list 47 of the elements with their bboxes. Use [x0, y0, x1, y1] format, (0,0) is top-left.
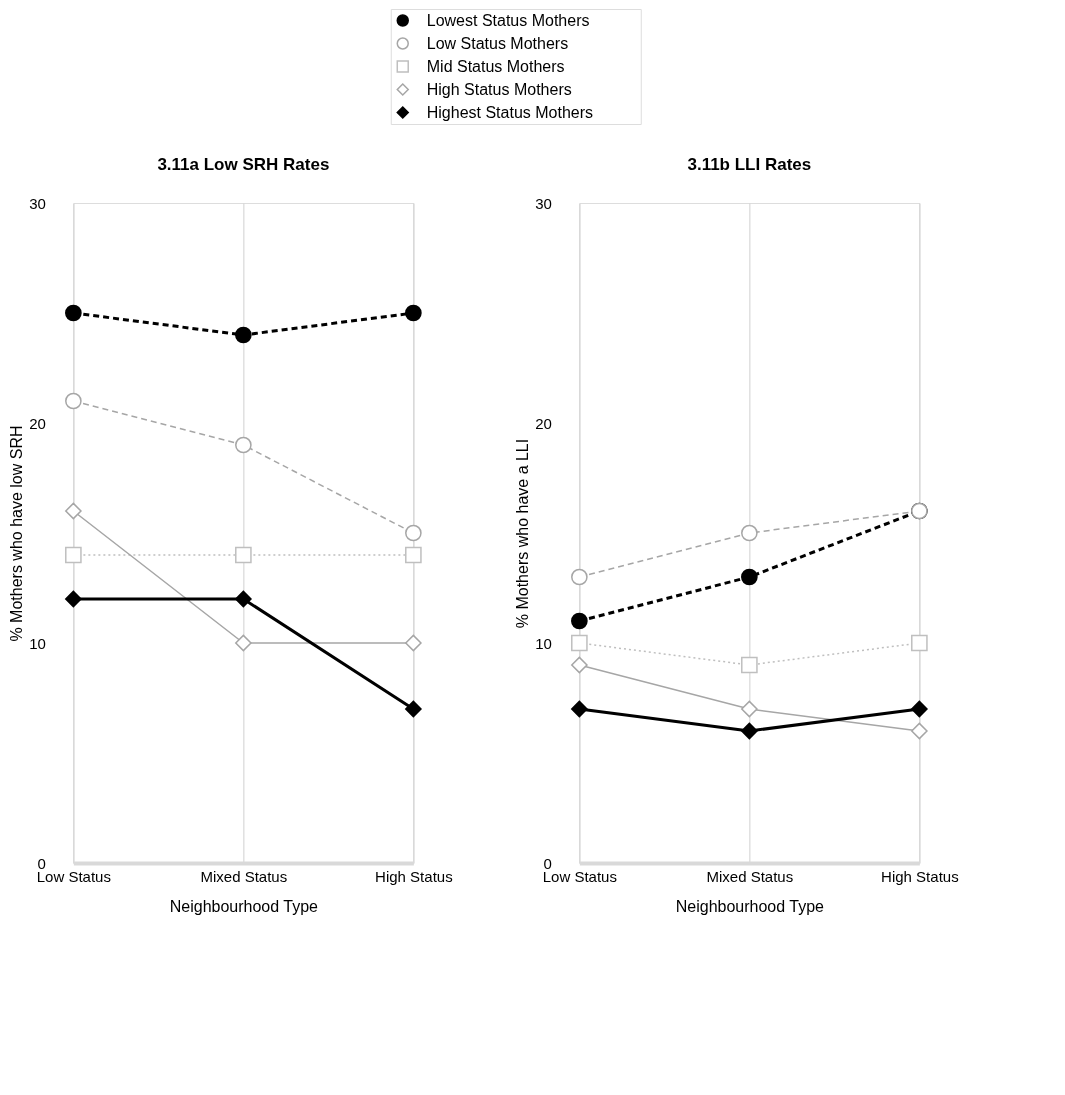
x-tick-label: Mixed Status: [706, 867, 794, 885]
y-tick-label: 0: [37, 854, 46, 872]
point: [571, 568, 588, 586]
point: [65, 546, 82, 564]
y-tick-label: 20: [29, 414, 46, 432]
point: [235, 634, 252, 652]
y-tick-label: 30: [535, 194, 552, 212]
point: [405, 700, 422, 718]
point: [911, 634, 928, 652]
point: [235, 326, 252, 344]
legend-label: High Status Mothers: [426, 80, 572, 98]
point: [405, 546, 422, 564]
point: [235, 590, 252, 608]
y-tick-label: 0: [543, 854, 552, 872]
point: [741, 524, 758, 542]
point: [235, 436, 252, 454]
x-tick-label: Mixed Status: [200, 867, 288, 885]
x-axis-title: Neighbourhood Type: [169, 897, 319, 915]
point: [571, 612, 588, 630]
point: [65, 304, 82, 322]
point: [741, 656, 758, 674]
x-tick-label: High Status: [881, 867, 959, 885]
y-axis-title: % Mothers who have a LLI: [514, 438, 532, 629]
point: [741, 700, 758, 718]
point: [741, 568, 758, 586]
point: [911, 700, 928, 718]
y-tick-label: 10: [535, 634, 552, 652]
point: [571, 700, 588, 718]
y-tick-label: 10: [29, 634, 46, 652]
legend-label: Lowest Status Mothers: [426, 11, 590, 29]
point: [65, 392, 82, 410]
x-tick-label: High Status: [375, 867, 453, 885]
point: [235, 546, 252, 564]
point: [405, 304, 422, 322]
y-axis-title: % Mothers who have low SRH: [8, 425, 26, 642]
x-axis-title: Neighbourhood Type: [675, 897, 825, 915]
legend-label: Highest Status Mothers: [426, 103, 594, 121]
legend-label: Mid Status Mothers: [426, 57, 565, 75]
point: [741, 722, 758, 740]
y-tick-label: 30: [29, 194, 46, 212]
point: [65, 590, 82, 608]
legend-label: Low Status Mothers: [426, 34, 569, 52]
chart-title: 3.11b LLI Rates: [687, 155, 812, 174]
y-tick-label: 20: [535, 414, 552, 432]
point: [405, 524, 422, 542]
chart-title: 3.11a Low SRH Rates: [157, 155, 330, 174]
point: [571, 634, 588, 652]
